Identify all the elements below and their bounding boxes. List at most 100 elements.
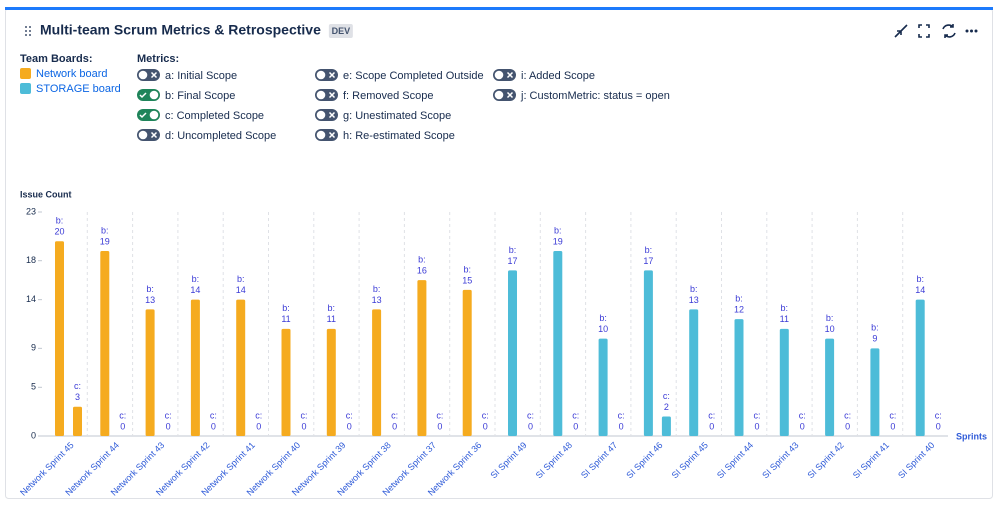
toggle-icon bbox=[328, 91, 336, 99]
value-label-key: c: bbox=[572, 410, 579, 420]
metric-toggle[interactable] bbox=[315, 109, 338, 121]
value-label-key: b: bbox=[690, 284, 698, 294]
metric-toggle[interactable] bbox=[137, 109, 160, 121]
value-label-key: b: bbox=[146, 284, 154, 294]
toggle-knob bbox=[149, 90, 159, 100]
toggle-knob bbox=[494, 90, 504, 100]
toggle-knob bbox=[316, 110, 326, 120]
toggle-knob bbox=[494, 70, 504, 80]
metric-label: h: Re-estimated Scope bbox=[343, 130, 455, 142]
collapse-icon[interactable] bbox=[894, 24, 908, 38]
value-label: 11 bbox=[780, 314, 789, 324]
value-label: 0 bbox=[936, 421, 941, 431]
value-label-key: c: bbox=[300, 410, 307, 420]
value-label: 12 bbox=[734, 305, 744, 315]
drag-handle[interactable] bbox=[25, 26, 31, 36]
value-label: 14 bbox=[190, 285, 200, 295]
toggle-icon bbox=[139, 112, 147, 119]
value-label-key: c: bbox=[618, 410, 625, 420]
bar bbox=[372, 309, 382, 436]
x-axis-title: Sprints bbox=[956, 431, 987, 441]
value-label-key: b: bbox=[282, 303, 290, 313]
y-tick-label: 18 bbox=[26, 255, 36, 265]
value-label-key: c: bbox=[255, 410, 262, 420]
bar bbox=[73, 406, 82, 436]
metrics-title: Metrics: bbox=[137, 53, 179, 65]
value-label-key: c: bbox=[119, 410, 126, 420]
value-label-key: b: bbox=[56, 216, 64, 226]
bar bbox=[661, 416, 671, 436]
value-label: 14 bbox=[915, 285, 925, 295]
metric-toggle[interactable] bbox=[315, 69, 338, 81]
refresh-icon[interactable] bbox=[942, 24, 956, 38]
value-label: 0 bbox=[890, 421, 895, 431]
fullscreen-icon[interactable] bbox=[918, 24, 930, 38]
y-axis-title: Issue Count bbox=[20, 189, 72, 199]
metric-label: a: Initial Scope bbox=[165, 70, 237, 82]
y-tick-label: 9 bbox=[31, 343, 36, 353]
bar bbox=[417, 280, 427, 436]
value-label: 19 bbox=[553, 236, 563, 246]
value-label-key: b: bbox=[871, 323, 879, 333]
value-label: 11 bbox=[281, 314, 290, 324]
value-label-key: c: bbox=[527, 410, 534, 420]
card-top-border bbox=[5, 7, 993, 10]
value-label-key: b: bbox=[373, 284, 381, 294]
y-tick-label: 0 bbox=[31, 430, 36, 440]
value-label: 13 bbox=[145, 295, 155, 305]
value-label: 2 bbox=[664, 402, 669, 412]
value-label-key: c: bbox=[844, 410, 851, 420]
bar bbox=[281, 328, 291, 436]
toggle-icon bbox=[139, 92, 147, 99]
toggle-icon bbox=[328, 111, 336, 119]
metric-toggle[interactable] bbox=[315, 129, 338, 141]
toggle-icon bbox=[328, 131, 336, 139]
value-label: 0 bbox=[256, 421, 261, 431]
value-label-key: b: bbox=[645, 245, 653, 255]
bar bbox=[462, 289, 472, 436]
value-label: 0 bbox=[120, 421, 125, 431]
value-label-key: c: bbox=[482, 410, 489, 420]
toggle-icon bbox=[506, 71, 514, 79]
metric-toggle[interactable] bbox=[493, 89, 516, 101]
value-label: 0 bbox=[211, 421, 216, 431]
value-label-key: c: bbox=[663, 391, 670, 401]
metric-toggle[interactable] bbox=[137, 69, 160, 81]
toggle-icon bbox=[150, 131, 158, 139]
bar bbox=[190, 299, 200, 436]
value-label: 19 bbox=[100, 236, 110, 246]
value-label-key: c: bbox=[799, 410, 806, 420]
value-label: 0 bbox=[800, 421, 805, 431]
value-label-key: c: bbox=[165, 410, 172, 420]
value-label: 0 bbox=[845, 421, 850, 431]
bar bbox=[689, 309, 699, 436]
toggle-knob bbox=[316, 90, 326, 100]
value-label-key: b: bbox=[554, 225, 562, 235]
metric-toggle[interactable] bbox=[137, 89, 160, 101]
team-name[interactable]: Network board bbox=[36, 68, 108, 80]
bar bbox=[915, 299, 925, 436]
value-label: 0 bbox=[619, 421, 624, 431]
value-label: 0 bbox=[166, 421, 171, 431]
team-swatch bbox=[20, 83, 31, 94]
metric-label: j: CustomMetric: status = open bbox=[520, 90, 670, 102]
metric-toggle[interactable] bbox=[493, 69, 516, 81]
metric-label: d: Uncompleted Scope bbox=[165, 130, 276, 142]
metric-toggle[interactable] bbox=[315, 89, 338, 101]
team-legend-title: Team Boards: bbox=[20, 53, 93, 65]
more-icon[interactable] bbox=[965, 29, 978, 33]
value-label: 0 bbox=[301, 421, 306, 431]
value-label-key: b: bbox=[418, 255, 426, 265]
metric-toggle[interactable] bbox=[137, 129, 160, 141]
value-label-key: c: bbox=[935, 410, 942, 420]
value-label-key: b: bbox=[916, 274, 924, 284]
value-label: 11 bbox=[327, 314, 336, 324]
toggle-knob bbox=[149, 110, 159, 120]
value-label: 16 bbox=[417, 266, 427, 276]
team-name[interactable]: STORAGE board bbox=[36, 83, 121, 95]
team-swatch bbox=[20, 68, 31, 79]
badge: DEV bbox=[332, 26, 351, 36]
value-label: 14 bbox=[236, 285, 246, 295]
